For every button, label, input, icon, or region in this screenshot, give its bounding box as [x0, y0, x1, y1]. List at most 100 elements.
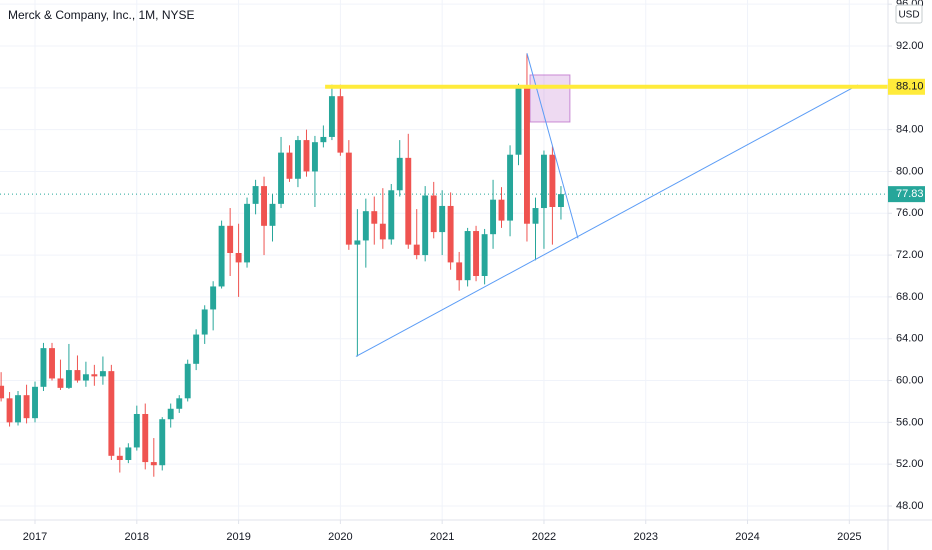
candle-body — [481, 234, 488, 276]
range-box — [529, 74, 571, 123]
hline-price-tag — [888, 78, 925, 95]
candle-body — [371, 211, 378, 224]
trendline — [526, 53, 579, 239]
x-tick-label: 2020 — [328, 531, 352, 543]
candle-body — [49, 348, 55, 379]
candle-body — [6, 398, 13, 423]
y-tick-label: 92.00 — [896, 40, 924, 52]
candle-body — [40, 348, 47, 387]
y-tick-label: 60.00 — [896, 374, 924, 386]
y-tick-label: 84.00 — [896, 124, 924, 136]
candle-body — [320, 136, 327, 143]
candle-body — [193, 334, 200, 364]
candle-body — [82, 374, 89, 381]
candle-body — [99, 371, 106, 377]
candle-body — [413, 244, 420, 256]
candle-body — [150, 462, 157, 466]
candles — [0, 53, 564, 477]
candle-body — [303, 140, 310, 172]
candle-body — [286, 152, 293, 179]
y-tick-label: 80.00 — [896, 165, 924, 177]
y-tick-label: 56.00 — [896, 416, 924, 428]
candle-body — [515, 87, 522, 155]
candle-body — [210, 286, 217, 310]
candle-body — [549, 154, 556, 207]
x-tick-label: 2017 — [23, 531, 47, 543]
candle-body — [473, 231, 480, 276]
candle-body — [261, 186, 267, 226]
candle-body — [464, 231, 471, 281]
candle-body — [396, 157, 403, 191]
x-tick-label: 2021 — [430, 531, 454, 543]
candle-body — [65, 370, 72, 388]
candle-body — [294, 140, 301, 179]
trendline — [355, 84, 859, 357]
candle-body — [235, 252, 242, 263]
candle-body — [498, 199, 505, 221]
candle-body — [252, 186, 259, 204]
candle-body — [524, 87, 530, 224]
candle-body — [379, 223, 386, 240]
y-tick-label: 48.00 — [896, 500, 924, 512]
candle-body — [159, 419, 166, 466]
candle-body — [125, 447, 132, 460]
candle-body — [362, 211, 369, 241]
chart-title: Merck & Company, Inc., 1M, NYSE — [8, 8, 195, 22]
candle-body — [388, 190, 395, 240]
candle-body — [507, 154, 514, 221]
drawings-front — [325, 53, 888, 357]
candle-body — [15, 395, 21, 423]
x-tick-label: 2025 — [837, 531, 861, 543]
candle-body — [430, 195, 437, 233]
axes: 48.00 52.00 56.00 60.00 64.00 68.00 72.00 76.00… — [23, 0, 925, 543]
y-tick-label: 52.00 — [896, 458, 924, 470]
candle-body — [490, 199, 497, 235]
candle-body — [57, 378, 64, 388]
candle-body — [23, 395, 30, 419]
candle-body — [142, 413, 149, 463]
candle-body — [91, 374, 98, 377]
candle-body — [354, 240, 361, 245]
candle-body — [116, 455, 123, 460]
x-tick-label: 2022 — [532, 531, 556, 543]
candle-body — [227, 225, 234, 253]
candle-body — [32, 386, 38, 419]
y-tick-label: 64.00 — [896, 333, 924, 345]
candle-body — [269, 203, 276, 226]
y-tick-label: 68.00 — [896, 291, 924, 303]
currency-badge — [895, 4, 923, 24]
candle-body — [540, 154, 547, 209]
candle-body — [133, 413, 140, 448]
y-tick-label: 76.00 — [896, 207, 924, 219]
candle-body — [439, 205, 446, 233]
candle-body — [328, 96, 335, 137]
candle-body — [557, 194, 564, 207]
candle-body — [345, 152, 352, 245]
candle-body — [456, 262, 463, 281]
candle-body — [167, 408, 174, 420]
y-tick-label: 72.00 — [896, 249, 924, 261]
candle-body — [108, 371, 115, 456]
x-tick-label: 2018 — [125, 531, 149, 543]
last-price-label: 77.83 — [896, 188, 924, 200]
drawings — [0, 74, 888, 195]
candle-body — [278, 152, 284, 204]
candle-body — [311, 142, 318, 172]
candle-body — [422, 195, 429, 256]
candle-body — [337, 96, 344, 153]
x-tick-label: 2019 — [226, 531, 250, 543]
candle-body — [532, 208, 539, 224]
candle-body — [74, 370, 81, 381]
candle-body — [405, 157, 412, 245]
candle-body — [184, 363, 191, 399]
currency-label: USD — [898, 10, 919, 21]
hline-price-label: 88.10 — [896, 81, 924, 93]
last-price-tag — [888, 186, 925, 203]
candle-body — [218, 225, 225, 287]
candle-body — [201, 309, 208, 335]
x-tick-label: 2023 — [634, 531, 658, 543]
candle-body — [244, 203, 250, 263]
candle-body — [0, 385, 5, 399]
x-tick-label: 2024 — [735, 531, 759, 543]
